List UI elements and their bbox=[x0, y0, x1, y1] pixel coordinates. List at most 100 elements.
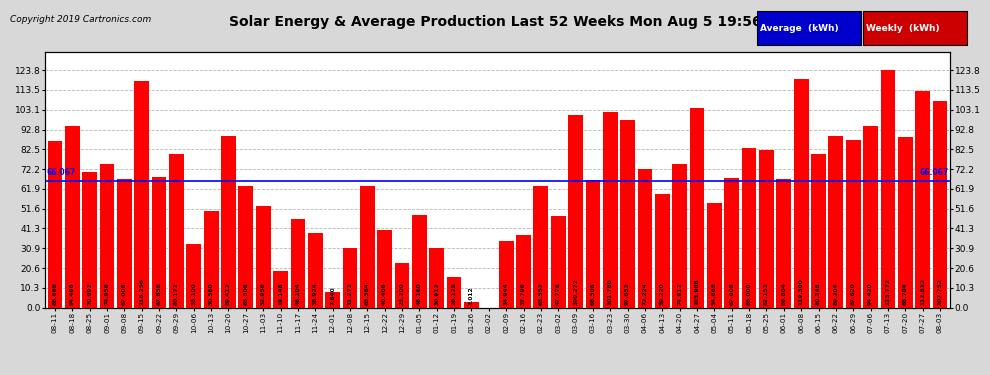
Text: 63.308: 63.308 bbox=[244, 282, 248, 304]
Text: Weekly  (kWh): Weekly (kWh) bbox=[866, 24, 940, 33]
Bar bbox=[343, 248, 357, 308]
Text: 47.776: 47.776 bbox=[555, 282, 560, 304]
Text: 82.152: 82.152 bbox=[764, 282, 769, 304]
Bar bbox=[707, 202, 722, 308]
Text: 7.840: 7.840 bbox=[330, 286, 336, 304]
Text: 94.496: 94.496 bbox=[70, 282, 75, 304]
Bar bbox=[655, 194, 669, 308]
Bar bbox=[933, 101, 947, 308]
Bar bbox=[845, 140, 860, 308]
Text: 37.796: 37.796 bbox=[521, 282, 526, 304]
Bar bbox=[725, 178, 740, 308]
Bar bbox=[273, 271, 288, 308]
Text: 23.200: 23.200 bbox=[400, 282, 405, 304]
Text: 89.412: 89.412 bbox=[226, 282, 231, 304]
Text: Average  (kWh): Average (kWh) bbox=[760, 24, 839, 33]
Bar bbox=[916, 91, 930, 308]
Bar bbox=[621, 120, 635, 308]
Text: 107.752: 107.752 bbox=[938, 278, 942, 304]
Bar bbox=[117, 179, 132, 308]
Text: 59.220: 59.220 bbox=[659, 282, 665, 304]
Text: 74.912: 74.912 bbox=[677, 282, 682, 304]
Text: Copyright 2019 Cartronics.com: Copyright 2019 Cartronics.com bbox=[10, 15, 151, 24]
Text: 74.956: 74.956 bbox=[105, 282, 110, 304]
Text: 54.668: 54.668 bbox=[712, 282, 717, 304]
Bar bbox=[82, 172, 97, 308]
Bar bbox=[446, 277, 461, 308]
Text: 46.104: 46.104 bbox=[295, 282, 300, 304]
Text: 119.300: 119.300 bbox=[799, 278, 804, 304]
Bar bbox=[169, 154, 184, 308]
Bar bbox=[395, 263, 410, 308]
Text: 103.908: 103.908 bbox=[695, 278, 700, 304]
Text: 80.248: 80.248 bbox=[816, 282, 821, 304]
Bar bbox=[759, 150, 774, 308]
Text: 100.272: 100.272 bbox=[573, 278, 578, 304]
Text: 87.620: 87.620 bbox=[850, 282, 855, 304]
Text: 67.608: 67.608 bbox=[730, 282, 735, 304]
Bar bbox=[255, 206, 270, 308]
Bar bbox=[186, 244, 201, 308]
Bar bbox=[898, 137, 913, 308]
Text: 88.704: 88.704 bbox=[903, 282, 908, 304]
Text: Solar Energy & Average Production Last 52 Weeks Mon Aug 5 19:56: Solar Energy & Average Production Last 5… bbox=[229, 15, 761, 29]
Bar bbox=[638, 169, 652, 308]
Bar bbox=[672, 164, 687, 308]
Text: 63.584: 63.584 bbox=[365, 282, 370, 304]
Bar bbox=[499, 240, 514, 308]
Text: 63.552: 63.552 bbox=[539, 282, 544, 304]
Bar bbox=[690, 108, 705, 307]
Text: 66.804: 66.804 bbox=[781, 282, 786, 304]
Bar bbox=[308, 233, 323, 308]
Text: 94.420: 94.420 bbox=[868, 282, 873, 304]
Text: 66.308: 66.308 bbox=[590, 282, 595, 304]
Bar bbox=[135, 81, 149, 308]
Text: 97.632: 97.632 bbox=[625, 282, 630, 304]
Text: 101.780: 101.780 bbox=[608, 278, 613, 304]
Text: 34.944: 34.944 bbox=[504, 282, 509, 304]
Bar bbox=[100, 164, 115, 308]
Text: 50.560: 50.560 bbox=[209, 282, 214, 304]
Bar bbox=[377, 230, 392, 308]
Bar bbox=[811, 154, 826, 308]
Text: 52.956: 52.956 bbox=[260, 282, 265, 304]
Text: 80.172: 80.172 bbox=[174, 282, 179, 304]
Bar bbox=[326, 292, 340, 308]
Text: 89.204: 89.204 bbox=[834, 282, 839, 304]
Text: 31.272: 31.272 bbox=[347, 282, 352, 304]
Bar bbox=[603, 112, 618, 308]
Text: 30.912: 30.912 bbox=[435, 282, 440, 304]
Bar bbox=[65, 126, 79, 308]
Text: 72.224: 72.224 bbox=[643, 282, 647, 304]
Text: 3.012: 3.012 bbox=[469, 286, 474, 304]
Bar bbox=[794, 79, 809, 308]
Bar bbox=[360, 186, 374, 308]
Text: 66.067: 66.067 bbox=[920, 168, 948, 177]
Bar bbox=[550, 216, 565, 308]
Bar bbox=[863, 126, 878, 308]
Bar bbox=[48, 141, 62, 308]
Text: 70.692: 70.692 bbox=[87, 282, 92, 304]
Bar bbox=[568, 115, 583, 308]
Text: 67.008: 67.008 bbox=[122, 282, 127, 304]
Bar bbox=[464, 302, 479, 307]
Bar bbox=[430, 248, 445, 308]
Text: 118.256: 118.256 bbox=[140, 278, 145, 304]
Bar bbox=[776, 179, 791, 308]
Bar bbox=[151, 177, 166, 308]
Text: 16.128: 16.128 bbox=[451, 282, 456, 304]
Bar bbox=[290, 219, 305, 308]
Text: 19.148: 19.148 bbox=[278, 282, 283, 304]
Bar bbox=[880, 70, 895, 308]
Text: 112.812: 112.812 bbox=[920, 278, 925, 304]
Bar bbox=[221, 136, 236, 308]
Bar bbox=[534, 186, 548, 308]
Bar bbox=[829, 136, 843, 308]
Bar bbox=[516, 235, 531, 308]
Text: 123.772: 123.772 bbox=[885, 278, 890, 304]
Text: 33.100: 33.100 bbox=[191, 282, 196, 304]
Text: 83.000: 83.000 bbox=[746, 282, 751, 304]
Text: 86.668: 86.668 bbox=[52, 282, 57, 304]
Bar bbox=[239, 186, 253, 308]
Text: 48.160: 48.160 bbox=[417, 282, 422, 304]
